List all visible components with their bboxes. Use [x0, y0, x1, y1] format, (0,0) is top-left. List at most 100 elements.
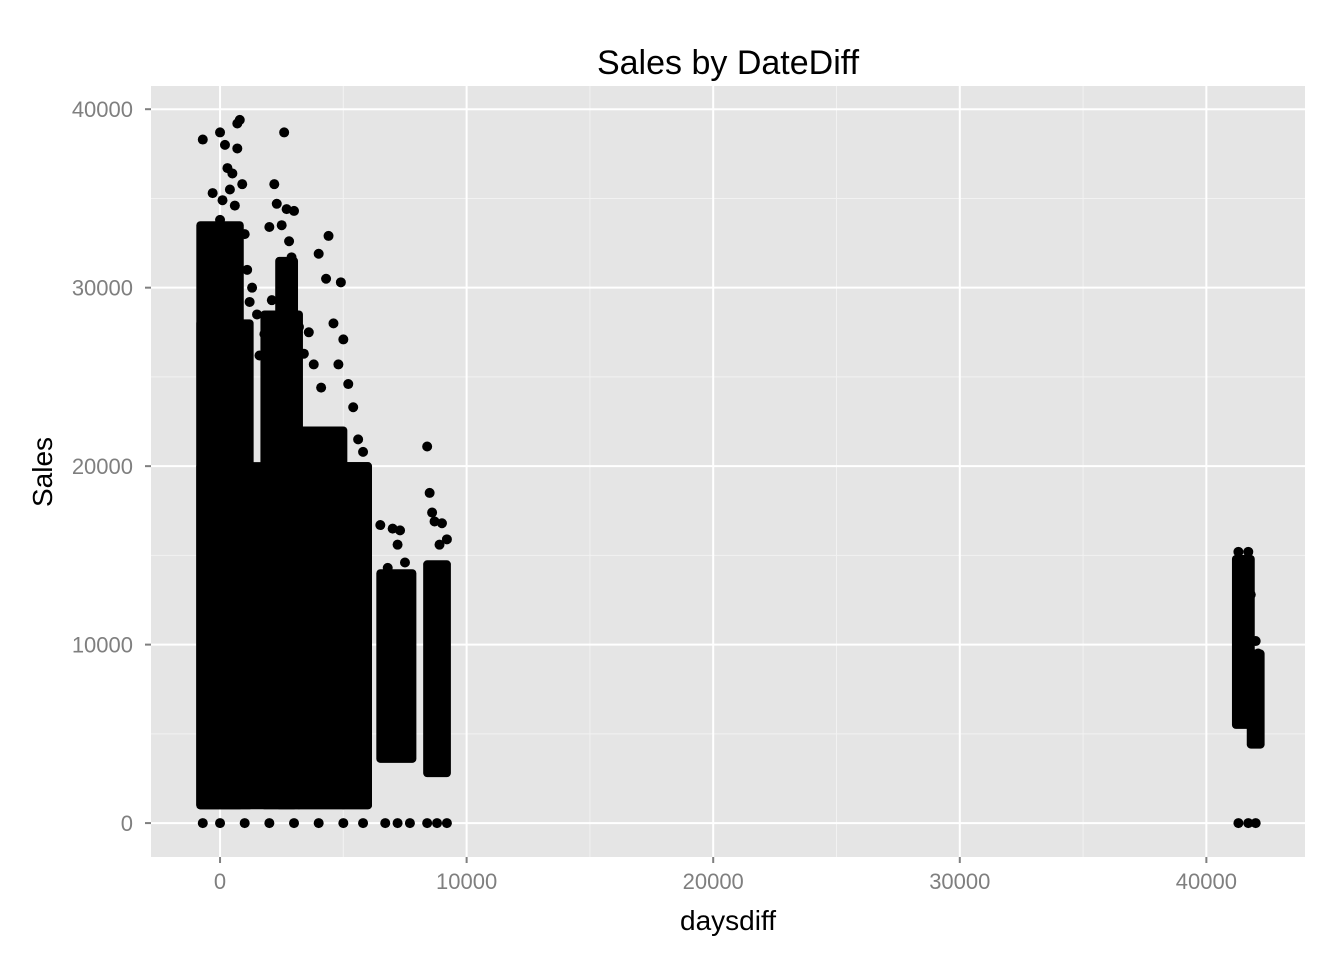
data-point	[237, 179, 248, 190]
data-point	[224, 184, 235, 195]
x-tick-label: 20000	[683, 869, 744, 894]
data-point	[259, 329, 270, 340]
data-point	[321, 273, 332, 284]
y-tick-label: 20000	[72, 454, 133, 479]
data-point	[264, 221, 275, 232]
data-point	[244, 296, 255, 307]
data-point	[434, 539, 445, 550]
data-point	[392, 539, 403, 550]
y-tick-label: 40000	[72, 97, 133, 122]
data-point	[239, 229, 250, 240]
data-point	[323, 230, 334, 241]
dense-point-band	[294, 426, 348, 810]
data-point	[404, 571, 415, 582]
y-tick-label: 10000	[72, 633, 133, 658]
data-point	[313, 248, 324, 259]
data-point	[219, 139, 230, 150]
y-axis-ticks: 0 10000 20000 30000 40000	[72, 97, 151, 836]
data-point	[348, 402, 359, 413]
x-tick-label: 10000	[436, 869, 497, 894]
data-point	[375, 520, 386, 531]
data-point	[333, 359, 344, 370]
data-point	[422, 818, 433, 829]
dense-point-bands	[196, 221, 1265, 810]
data-point	[404, 818, 415, 829]
chart-title: Sales by DateDiff	[597, 44, 860, 82]
grid-minor	[151, 86, 1305, 857]
data-point	[298, 348, 309, 359]
data-point	[284, 236, 295, 247]
data-point	[207, 188, 218, 199]
data-point	[395, 525, 406, 536]
data-point	[205, 246, 216, 257]
data-point	[254, 350, 265, 361]
data-point	[328, 318, 339, 329]
data-point	[392, 818, 403, 829]
dense-point-band	[275, 256, 299, 810]
data-point	[424, 487, 435, 498]
y-tick-label: 30000	[72, 276, 133, 301]
data-point	[215, 214, 226, 225]
data-point	[215, 818, 226, 829]
data-point	[436, 518, 447, 529]
data-point	[232, 143, 243, 154]
dense-point-band	[376, 569, 417, 763]
data-point	[1233, 546, 1244, 557]
data-point	[293, 321, 304, 332]
data-point	[269, 179, 280, 190]
data-point	[264, 818, 275, 829]
data-point	[242, 264, 253, 275]
dense-point-band	[339, 462, 372, 810]
dense-point-band	[423, 560, 451, 778]
y-tick-label: 0	[121, 811, 133, 836]
data-point	[382, 562, 393, 573]
data-point	[1250, 636, 1261, 647]
data-points	[197, 114, 1264, 829]
data-point	[316, 382, 327, 393]
data-point	[338, 334, 349, 345]
data-point	[432, 818, 443, 829]
data-point	[247, 282, 258, 293]
data-point	[289, 818, 300, 829]
data-point	[358, 446, 369, 457]
data-point	[338, 818, 349, 829]
data-point	[427, 507, 438, 518]
data-point	[441, 534, 452, 545]
data-point	[276, 220, 287, 231]
dense-point-band	[196, 221, 244, 810]
data-point	[353, 434, 364, 445]
data-point	[1238, 559, 1249, 570]
data-point	[313, 818, 324, 829]
x-tick-label: 40000	[1176, 869, 1237, 894]
data-point	[239, 818, 250, 829]
x-tick-label: 0	[214, 869, 226, 894]
data-point	[271, 198, 282, 209]
data-point	[358, 818, 369, 829]
data-point	[289, 205, 300, 216]
data-point	[441, 818, 452, 829]
data-point	[266, 295, 277, 306]
data-point	[1253, 648, 1264, 659]
data-point	[303, 327, 314, 338]
x-axis-title: daysdiff	[680, 905, 776, 936]
data-point	[252, 309, 263, 320]
data-point	[229, 200, 240, 211]
data-point	[343, 379, 354, 390]
x-axis-ticks: 0 10000 20000 30000 40000	[214, 857, 1237, 894]
data-point	[286, 252, 297, 263]
data-point	[422, 441, 433, 452]
data-point	[215, 127, 226, 138]
data-point	[1243, 546, 1254, 557]
data-point	[335, 277, 346, 288]
data-point	[399, 557, 410, 568]
dense-point-band	[1246, 649, 1265, 749]
data-point	[1250, 818, 1261, 829]
data-point	[1245, 589, 1256, 600]
data-point	[380, 818, 391, 829]
data-point	[234, 114, 245, 125]
data-point	[197, 134, 208, 145]
data-point	[217, 195, 228, 206]
y-axis-title: Sales	[27, 437, 58, 507]
data-point	[1233, 818, 1244, 829]
